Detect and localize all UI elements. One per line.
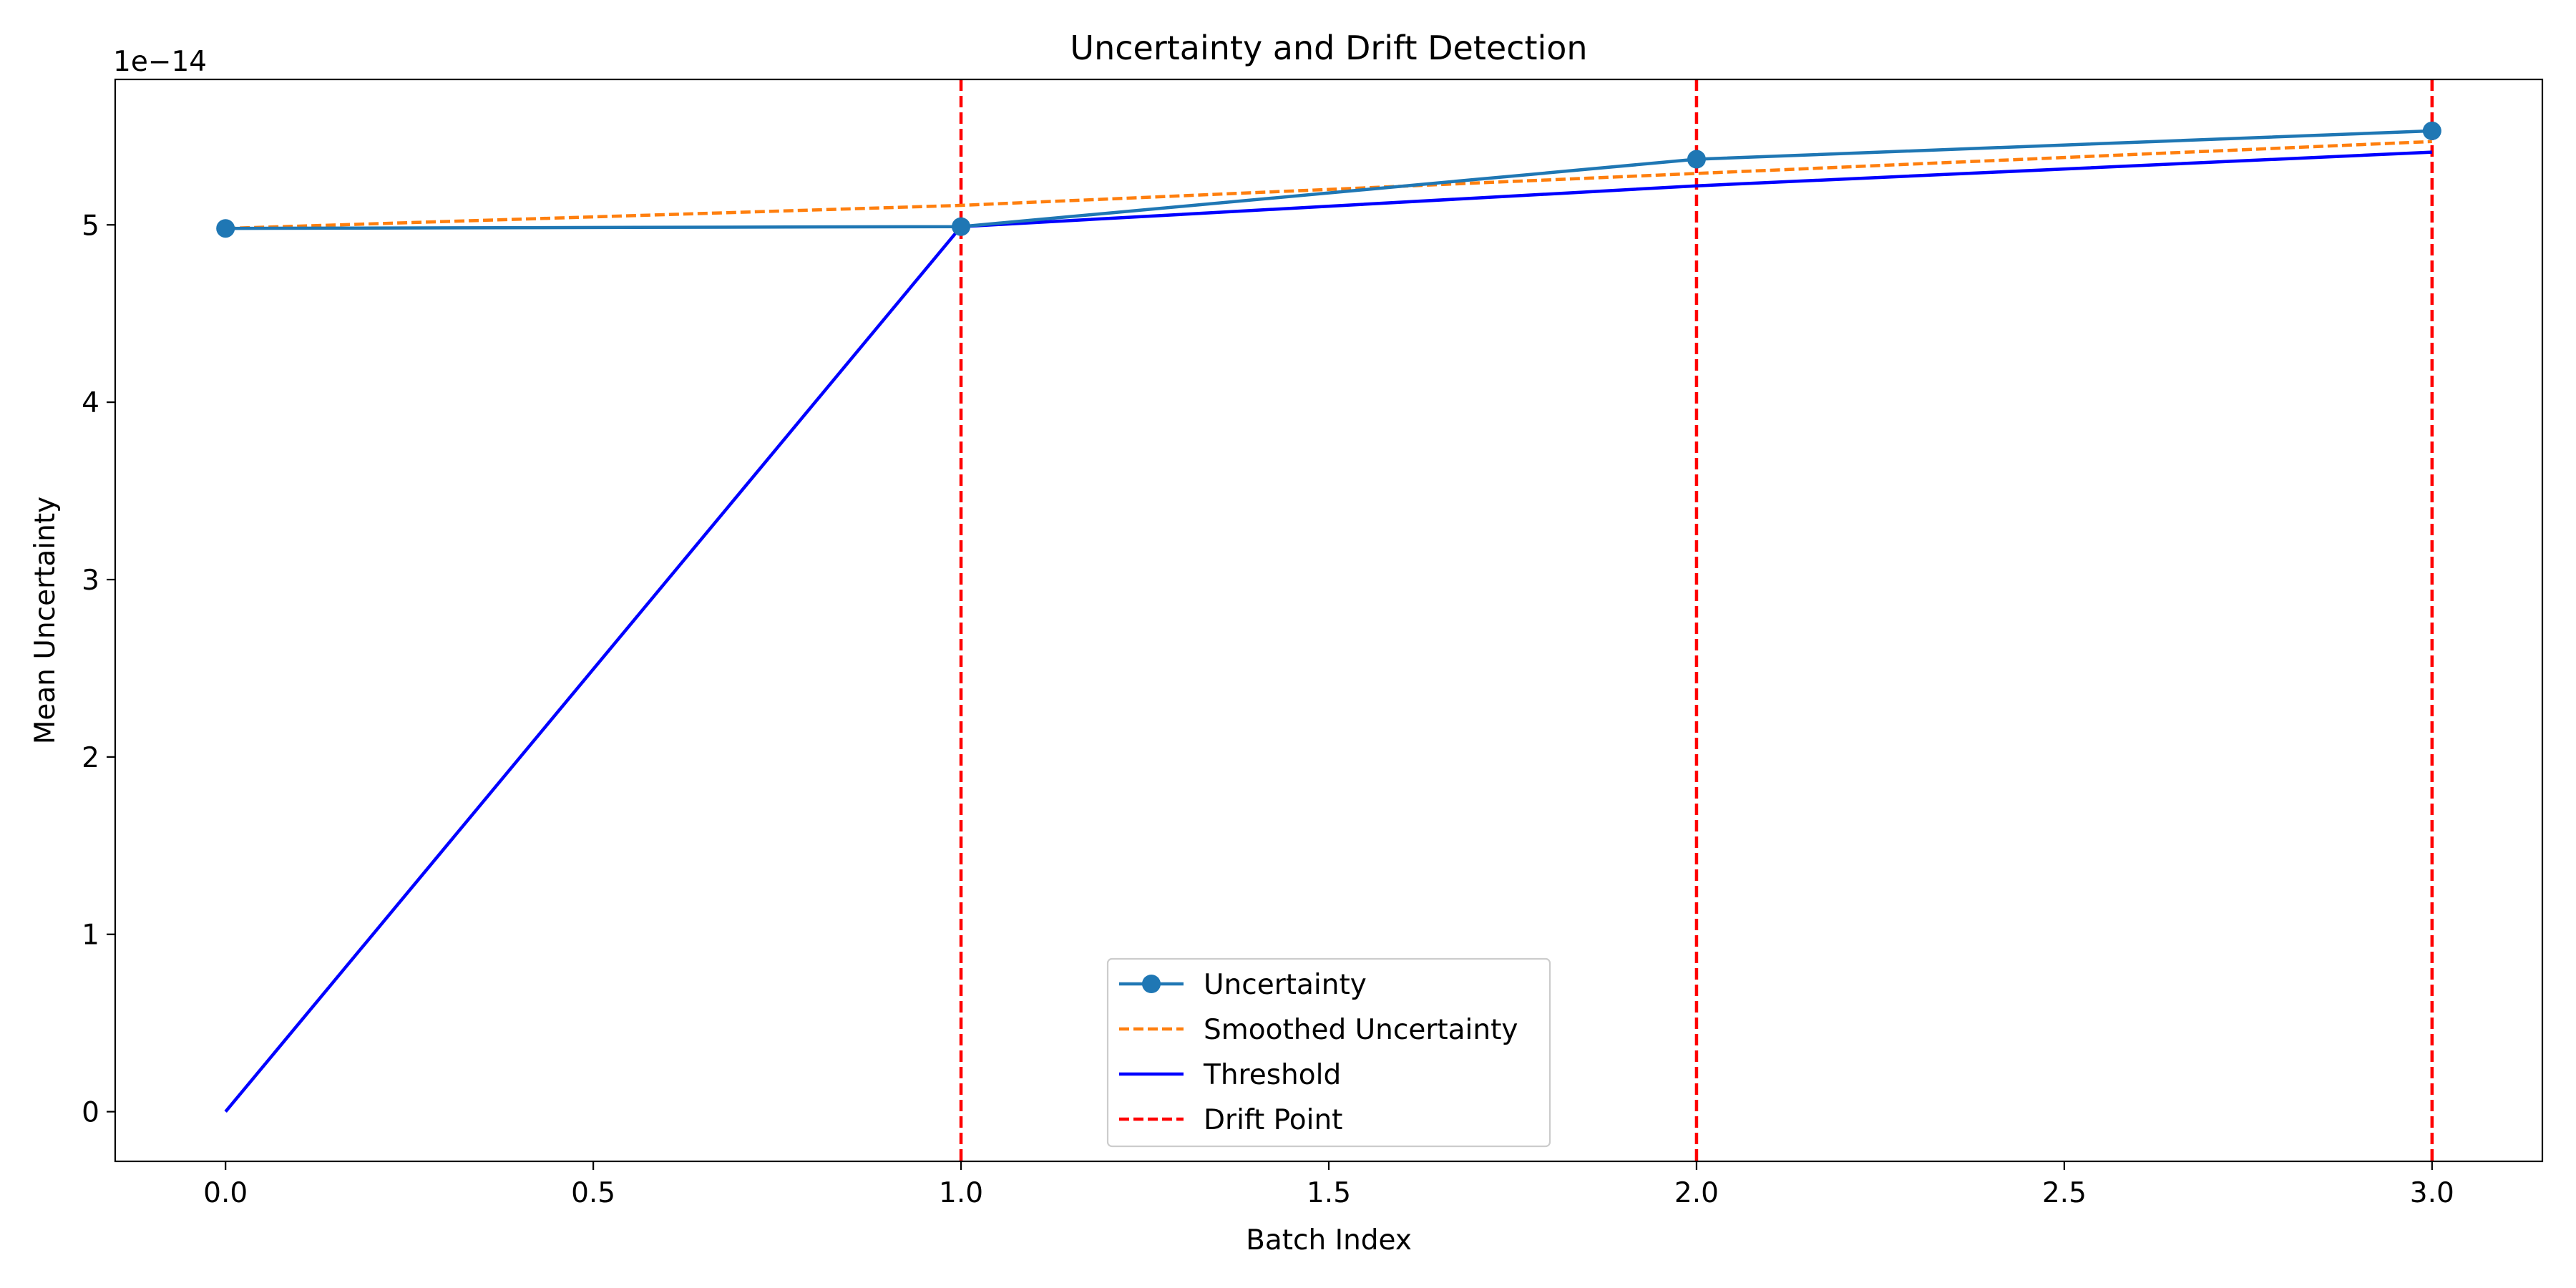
- x-tick-label: 1.5: [1307, 1177, 1351, 1209]
- series-markers: [216, 121, 2441, 238]
- legend-label-uncertainty: Uncertainty: [1204, 969, 1367, 1001]
- x-tick-label: 2.5: [2042, 1177, 2087, 1209]
- data-point-uncertainty: [1687, 150, 1706, 169]
- y-tick-label: 2: [82, 742, 99, 774]
- data-point-uncertainty: [216, 219, 235, 238]
- x-tick-label: 2.0: [1674, 1177, 1719, 1209]
- series-line-smoothed-uncertainty: [225, 140, 2432, 230]
- y-axis-ticks: 0 1 2 3 4 5: [82, 210, 115, 1129]
- x-tick-label: 3.0: [2410, 1177, 2454, 1209]
- x-tick-label: 0.5: [571, 1177, 615, 1209]
- y-tick-label: 4: [82, 387, 99, 419]
- x-axis-ticks: 0.0 0.5 1.0 1.5 2.0 2.5 3.0: [203, 1161, 2454, 1209]
- legend-box: [1106, 957, 1551, 1148]
- x-tick-label: 0.0: [203, 1177, 248, 1209]
- legend-label-threshold: Threshold: [1203, 1059, 1341, 1091]
- data-point-uncertainty: [952, 217, 971, 236]
- chart-title: Uncertainty and Drift Detection: [1070, 29, 1587, 67]
- y-axis-offset-label: 1e−14: [113, 46, 207, 78]
- series-line-threshold: [224, 150, 2432, 1113]
- x-tick-label: 1.0: [939, 1177, 983, 1209]
- y-tick-label: 3: [82, 565, 99, 597]
- legend: Uncertainty Smoothed Uncertainty Threshold…: [1106, 957, 1551, 1148]
- legend-label-drift-point: Drift Point: [1204, 1104, 1342, 1136]
- y-tick-label: 5: [82, 210, 99, 242]
- x-axis-label: Batch Index: [1246, 1224, 1412, 1257]
- series-line-uncertainty: [225, 129, 2432, 230]
- y-tick-label: 0: [82, 1097, 99, 1129]
- y-tick-label: 1: [82, 919, 99, 952]
- legend-label-smoothed-uncertainty: Smoothed Uncertainty: [1204, 1014, 1518, 1046]
- legend-marker-uncertainty: [1142, 975, 1161, 993]
- data-point-uncertainty: [2422, 121, 2441, 140]
- y-axis-label: Mean Uncertainty: [29, 497, 62, 745]
- series-lines: [224, 129, 2432, 1113]
